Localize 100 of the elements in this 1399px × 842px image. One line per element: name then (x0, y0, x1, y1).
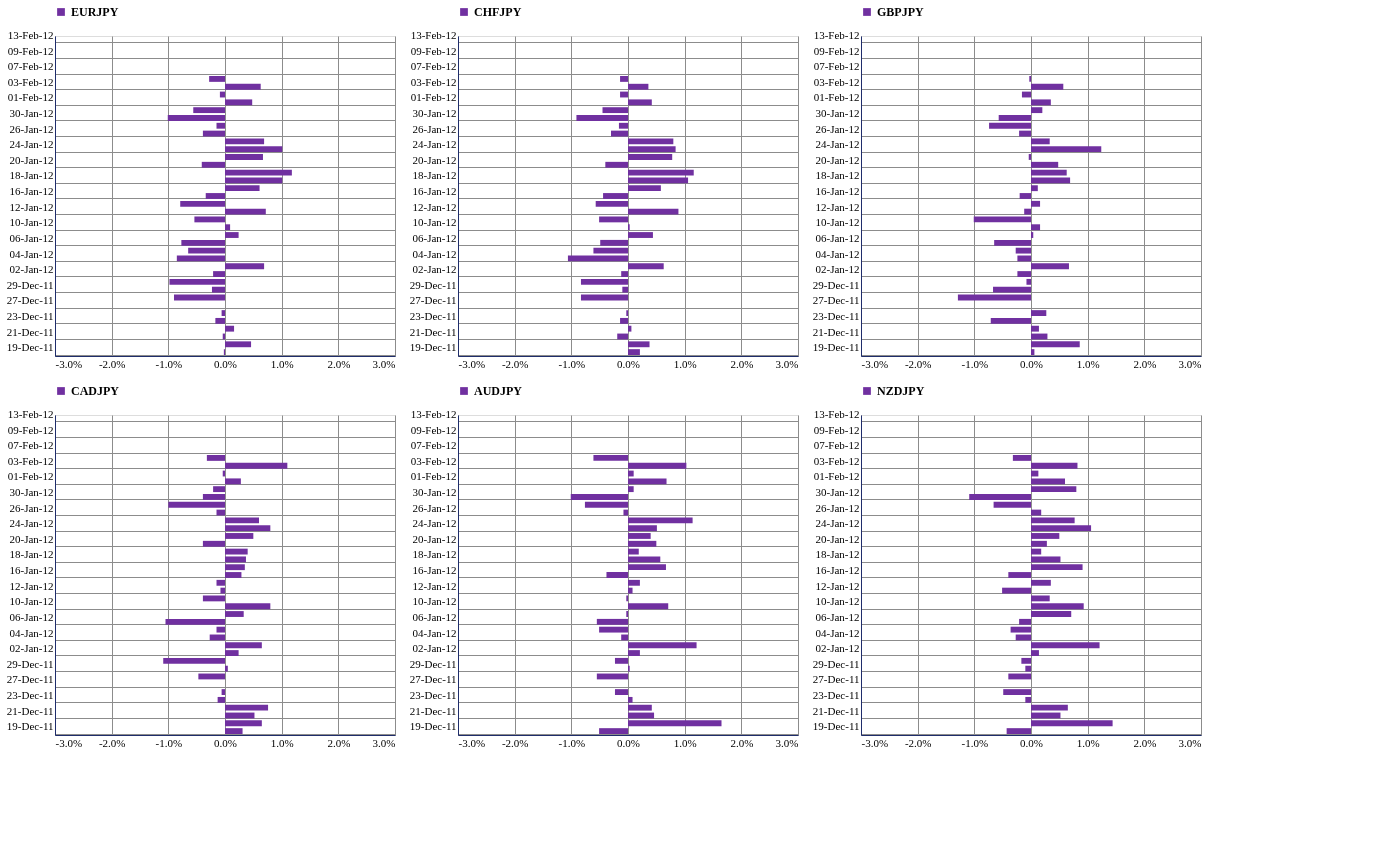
y-tick-label: 24-Jan-12 (412, 517, 457, 530)
y-tick-label: 29-Dec-11 (6, 657, 54, 670)
y-tick-label: 18-Jan-12 (9, 169, 54, 182)
x-tick-label: -1.0% (961, 357, 989, 370)
x-tick-label: -1.0% (155, 736, 183, 749)
y-tick-label: 30-Jan-12 (815, 107, 860, 120)
y-tick-label: 27-Dec-11 (409, 673, 457, 686)
x-tick-label: -2.0% (501, 357, 529, 370)
x-tick-label: 1.0% (1076, 736, 1100, 749)
x-tick-label: 3.0% (775, 357, 799, 370)
y-tick-label: 30-Jan-12 (412, 486, 457, 499)
y-tick-label: 13-Feb-12 (7, 29, 54, 41)
y-tick-label: 06-Jan-12 (815, 231, 860, 244)
x-tick-label: 2.0% (327, 736, 351, 749)
x-tick-label: -3.0% (861, 357, 889, 370)
y-tick-label: 01-Feb-12 (813, 91, 860, 104)
y-tick-label: 19-Dec-11 (812, 720, 860, 733)
y-tick-label: 06-Jan-12 (815, 610, 860, 623)
y-tick-label: 04-Jan-12 (815, 626, 860, 639)
legend-label: NZDJPY (877, 384, 925, 398)
y-tick-label: 16-Jan-12 (9, 185, 54, 198)
y-tick-label: 26-Jan-12 (9, 501, 54, 514)
y-tick-label: 01-Feb-12 (410, 470, 457, 483)
y-tick-label: 09-Feb-12 (7, 44, 54, 57)
y-tick-label: 23-Dec-11 (409, 309, 457, 322)
y-tick-label: 03-Feb-12 (7, 454, 54, 467)
y-tick-label: 02-Jan-12 (9, 642, 54, 655)
x-tick-label: -2.0% (98, 736, 126, 749)
x-tick-label: 2.0% (730, 357, 754, 370)
y-tick-label: 09-Feb-12 (7, 423, 54, 436)
y-tick-label: 02-Jan-12 (815, 642, 860, 655)
x-tick-label: 3.0% (372, 357, 396, 370)
y-tick-label: 20-Jan-12 (412, 532, 457, 545)
y-tick-label: 12-Jan-12 (9, 579, 54, 592)
y-tick-label: 06-Jan-12 (9, 610, 54, 623)
y-tick-label: 06-Jan-12 (9, 231, 54, 244)
y-tick-label: 04-Jan-12 (412, 247, 457, 260)
y-tick-label: 12-Jan-12 (815, 579, 860, 592)
y-tick-label: 18-Jan-12 (412, 548, 457, 561)
legend-label: GBPJPY (877, 5, 924, 19)
x-tick-label: 1.0% (1076, 357, 1100, 370)
y-tick-label: 12-Jan-12 (412, 200, 457, 213)
y-tick-label: 03-Feb-12 (813, 454, 860, 467)
y-tick-label: 26-Jan-12 (815, 122, 860, 135)
x-tick-label: 3.0% (372, 736, 396, 749)
y-tick-label: 29-Dec-11 (812, 657, 860, 670)
x-tick-label: 0.0% (214, 357, 237, 370)
y-tick-label: 21-Dec-11 (6, 704, 54, 717)
x-tick-label: 1.0% (270, 736, 294, 749)
y-tick-label: 30-Jan-12 (815, 486, 860, 499)
y-tick-label: 16-Jan-12 (412, 564, 457, 577)
x-tick-label: 2.0% (1133, 357, 1157, 370)
x-tick-label: -1.0% (558, 736, 586, 749)
y-tick-label: 06-Jan-12 (412, 610, 457, 623)
y-tick-label: 19-Dec-11 (409, 341, 457, 354)
y-tick-label: 20-Jan-12 (412, 153, 457, 166)
y-tick-label: 03-Feb-12 (813, 75, 860, 88)
y-tick-label: 16-Jan-12 (9, 564, 54, 577)
y-tick-label: 24-Jan-12 (9, 517, 54, 530)
y-tick-label: 19-Dec-11 (6, 720, 54, 733)
y-tick-label: 03-Feb-12 (410, 75, 457, 88)
y-tick-label: 01-Feb-12 (7, 91, 54, 104)
y-tick-label: 27-Dec-11 (812, 294, 860, 307)
x-tick-label: 1.0% (673, 357, 697, 370)
x-tick-label: -3.0% (55, 736, 83, 749)
y-tick-label: 23-Dec-11 (812, 688, 860, 701)
y-tick-label: 01-Feb-12 (813, 470, 860, 483)
y-tick-label: 12-Jan-12 (412, 579, 457, 592)
y-tick-label: 29-Dec-11 (409, 278, 457, 291)
x-tick-label: -3.0% (861, 736, 889, 749)
y-tick-label: 20-Jan-12 (815, 153, 860, 166)
y-tick-label: 19-Dec-11 (6, 341, 54, 354)
y-tick-label: 07-Feb-12 (7, 439, 54, 452)
x-tick-label: -1.0% (155, 357, 183, 370)
x-tick-label: -3.0% (458, 736, 486, 749)
y-tick-label: 13-Feb-12 (410, 408, 457, 420)
y-tick-label: 18-Jan-12 (412, 169, 457, 182)
x-tick-label: 0.0% (617, 357, 640, 370)
x-tick-label: 0.0% (1020, 357, 1043, 370)
x-tick-label: -2.0% (501, 736, 529, 749)
x-tick-label: -3.0% (458, 357, 486, 370)
y-tick-label: 26-Jan-12 (815, 501, 860, 514)
legend-label: CHFJPY (474, 5, 522, 19)
y-tick-label: 23-Dec-11 (812, 309, 860, 322)
y-tick-label: 03-Feb-12 (7, 75, 54, 88)
y-tick-label: 30-Jan-12 (412, 107, 457, 120)
y-tick-label: 09-Feb-12 (813, 44, 860, 57)
y-tick-label: 02-Jan-12 (9, 263, 54, 276)
y-tick-label: 24-Jan-12 (9, 138, 54, 151)
legend-label: EURJPY (71, 5, 119, 19)
y-tick-label: 12-Jan-12 (815, 200, 860, 213)
y-tick-label: 13-Feb-12 (813, 408, 860, 420)
y-tick-label: 27-Dec-11 (409, 294, 457, 307)
x-tick-label: 2.0% (1133, 736, 1157, 749)
y-tick-label: 21-Dec-11 (409, 325, 457, 338)
y-tick-label: 27-Dec-11 (812, 673, 860, 686)
y-tick-label: 01-Feb-12 (7, 470, 54, 483)
y-tick-label: 24-Jan-12 (815, 138, 860, 151)
y-tick-label: 26-Jan-12 (9, 122, 54, 135)
y-tick-label: 26-Jan-12 (412, 501, 457, 514)
